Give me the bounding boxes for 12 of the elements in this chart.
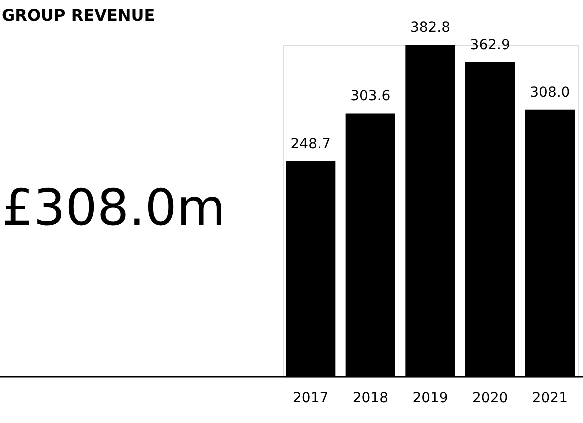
x-tick-label: 2018	[352, 390, 388, 406]
x-tick-label: 2020	[472, 390, 508, 406]
text: £308.0m	[2, 179, 226, 237]
data-label: 303.6	[350, 88, 391, 105]
data-label: 308.0	[530, 84, 570, 101]
data-label: 362.9	[470, 37, 510, 54]
text: GROUP REVENUE	[2, 6, 156, 25]
x-tick-label: 2021	[532, 390, 568, 406]
x-tick-label: 2019	[412, 390, 448, 406]
data-label: 248.7	[290, 136, 331, 152]
x-tick-label: 2017	[293, 390, 329, 406]
data-label: 382.8	[410, 20, 451, 36]
